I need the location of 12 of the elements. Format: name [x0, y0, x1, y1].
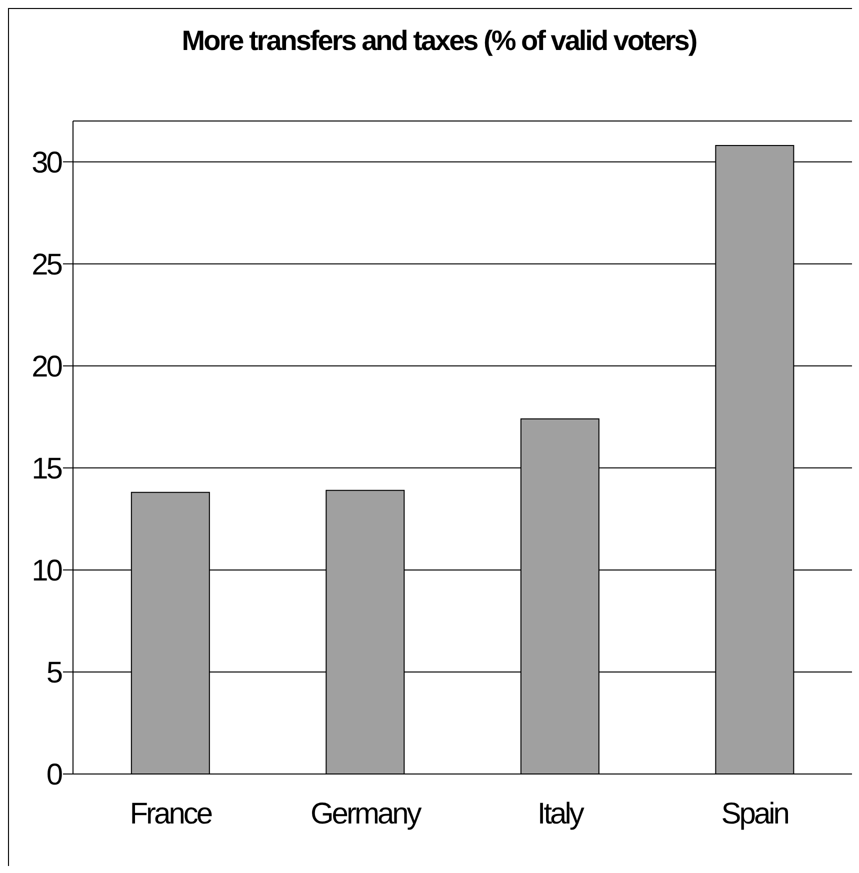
- y-tick-label: 25: [32, 248, 62, 282]
- y-tick-label: 30: [32, 146, 62, 180]
- y-tick-label: 5: [46, 656, 62, 690]
- y-tick-label: 0: [46, 758, 62, 792]
- x-tick-label: Germany: [310, 797, 422, 830]
- chart-title: More transfers and taxes (% of valid voters): [180, 24, 698, 58]
- y-tick-label: 20: [32, 350, 62, 384]
- x-tick-label: Spain: [721, 797, 788, 830]
- y-tick-label: 10: [32, 554, 62, 588]
- x-tick-label: Italy: [537, 797, 584, 830]
- x-tick-label: France: [130, 797, 212, 830]
- y-tick-label: 15: [32, 452, 62, 486]
